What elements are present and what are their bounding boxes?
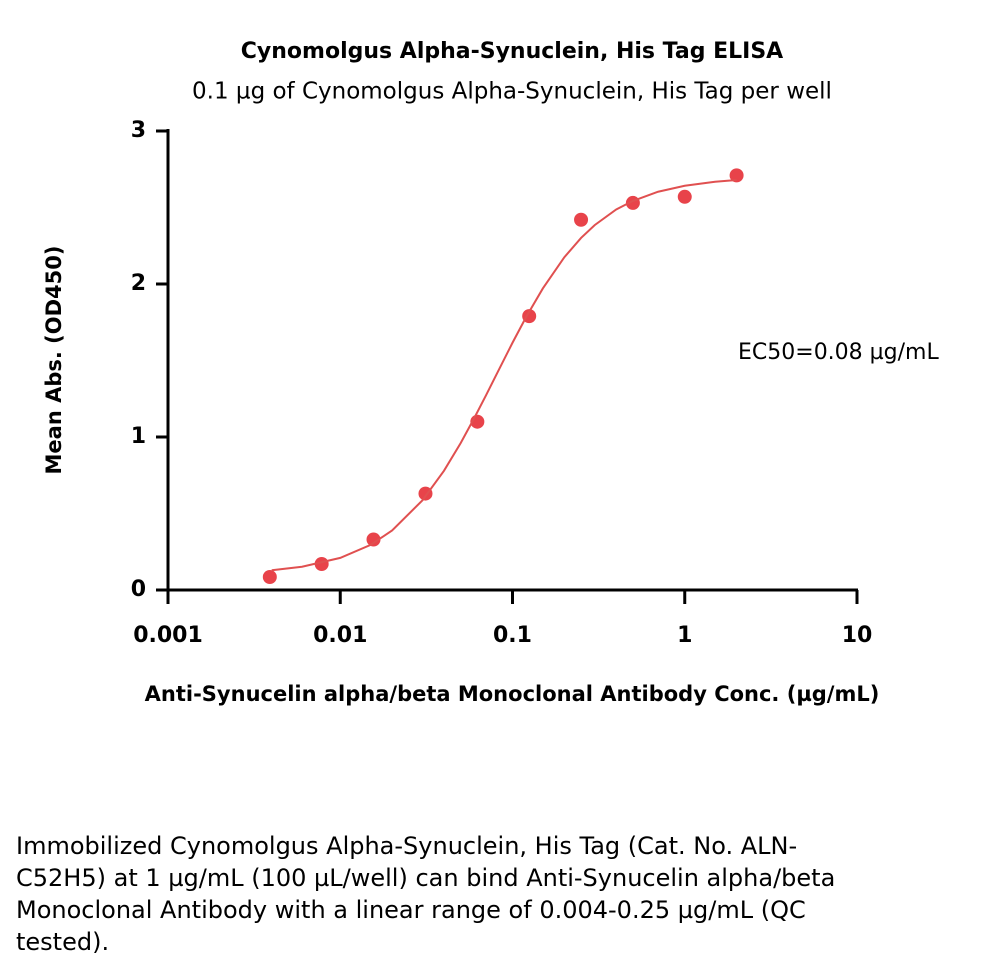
data-point: [574, 212, 589, 227]
y-tick-label: 3: [131, 118, 146, 143]
chart-title: Cynomolgus Alpha-Synuclein, His Tag ELIS…: [241, 39, 783, 64]
data-point: [262, 569, 277, 584]
x-tick-label: 0.001: [133, 623, 203, 648]
x-tick-label: 1: [677, 623, 692, 648]
y-tick-label: 1: [131, 424, 146, 449]
x-tick-label: 0.01: [313, 623, 367, 648]
x-tick-label: 0.1: [493, 623, 532, 648]
caption: Immobilized Cynomolgus Alpha-Synuclein, …: [16, 832, 836, 956]
y-axis-label: Mean Abs. (OD450): [42, 246, 66, 475]
y-tick-label: 0: [131, 577, 146, 602]
fit-curve: [271, 178, 737, 572]
x-axis-label: Anti-Synucelin alpha/beta Monoclonal Ant…: [145, 682, 880, 706]
annotation: EC50=0.08 µg/mL: [738, 340, 939, 365]
chart: Cynomolgus Alpha-Synuclein, His Tag ELIS…: [42, 39, 939, 706]
y-tick-label: 2: [131, 271, 146, 296]
x-tick-label: 10: [842, 623, 873, 648]
data-point: [366, 532, 381, 547]
data-point: [677, 189, 692, 204]
chart-subtitle: 0.1 µg of Cynomolgus Alpha-Synuclein, Hi…: [192, 79, 832, 105]
data-point: [729, 168, 744, 183]
